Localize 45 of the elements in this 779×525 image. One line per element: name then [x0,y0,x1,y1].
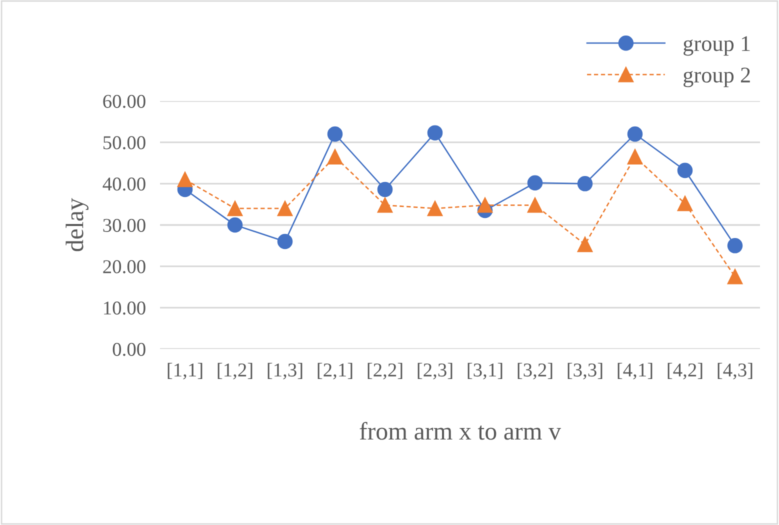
point [577,176,593,192]
point [227,217,243,233]
point [327,126,343,142]
y-tick-label: 30.00 [103,218,146,232]
y-tick-label: 40.00 [102,177,146,191]
point [227,200,243,216]
point [727,238,743,254]
point [677,196,693,212]
y-tick-label: 60.00 [103,94,146,108]
point [627,126,643,142]
point [177,172,193,188]
x-tick-label: [1,1] [168,362,202,380]
x-axis-title: from arm x to arm v [360,422,562,440]
point [527,198,543,213]
x-tick-label: [2,1] [318,362,352,380]
x-tick-label: [1,3] [268,362,302,380]
x-tick-label: [3,2] [518,362,552,380]
point [277,200,293,216]
x-tick-label: [3,1] [468,362,502,380]
point [477,198,493,213]
x-tick-label: [4,2] [668,362,702,380]
legend-label: group 1 [684,36,750,56]
x-tick-label: [3,3] [568,362,602,380]
point [377,182,393,198]
x-tick-label: [1,2] [218,362,252,380]
y-tick-label: 10.00 [104,301,146,315]
point [327,149,343,164]
y-axis-title: delay [66,198,88,252]
point [427,125,443,140]
y-tick-label: 0.00 [112,342,146,356]
y-tick-label: 50.00 [103,136,146,150]
point [677,162,693,178]
y-tick-label: 20.00 [103,260,146,274]
point [377,198,393,213]
x-tick-label: [2,3] [418,362,452,380]
legend-label: group 2 [684,68,750,88]
point [727,269,743,284]
x-tick-label: [4,3] [718,362,752,380]
x-tick-label: [4,1] [618,362,652,380]
point [277,234,293,250]
point [527,175,543,190]
point [427,200,443,216]
point [577,236,593,252]
x-tick-label: [2,2] [368,362,402,380]
point [627,149,643,164]
